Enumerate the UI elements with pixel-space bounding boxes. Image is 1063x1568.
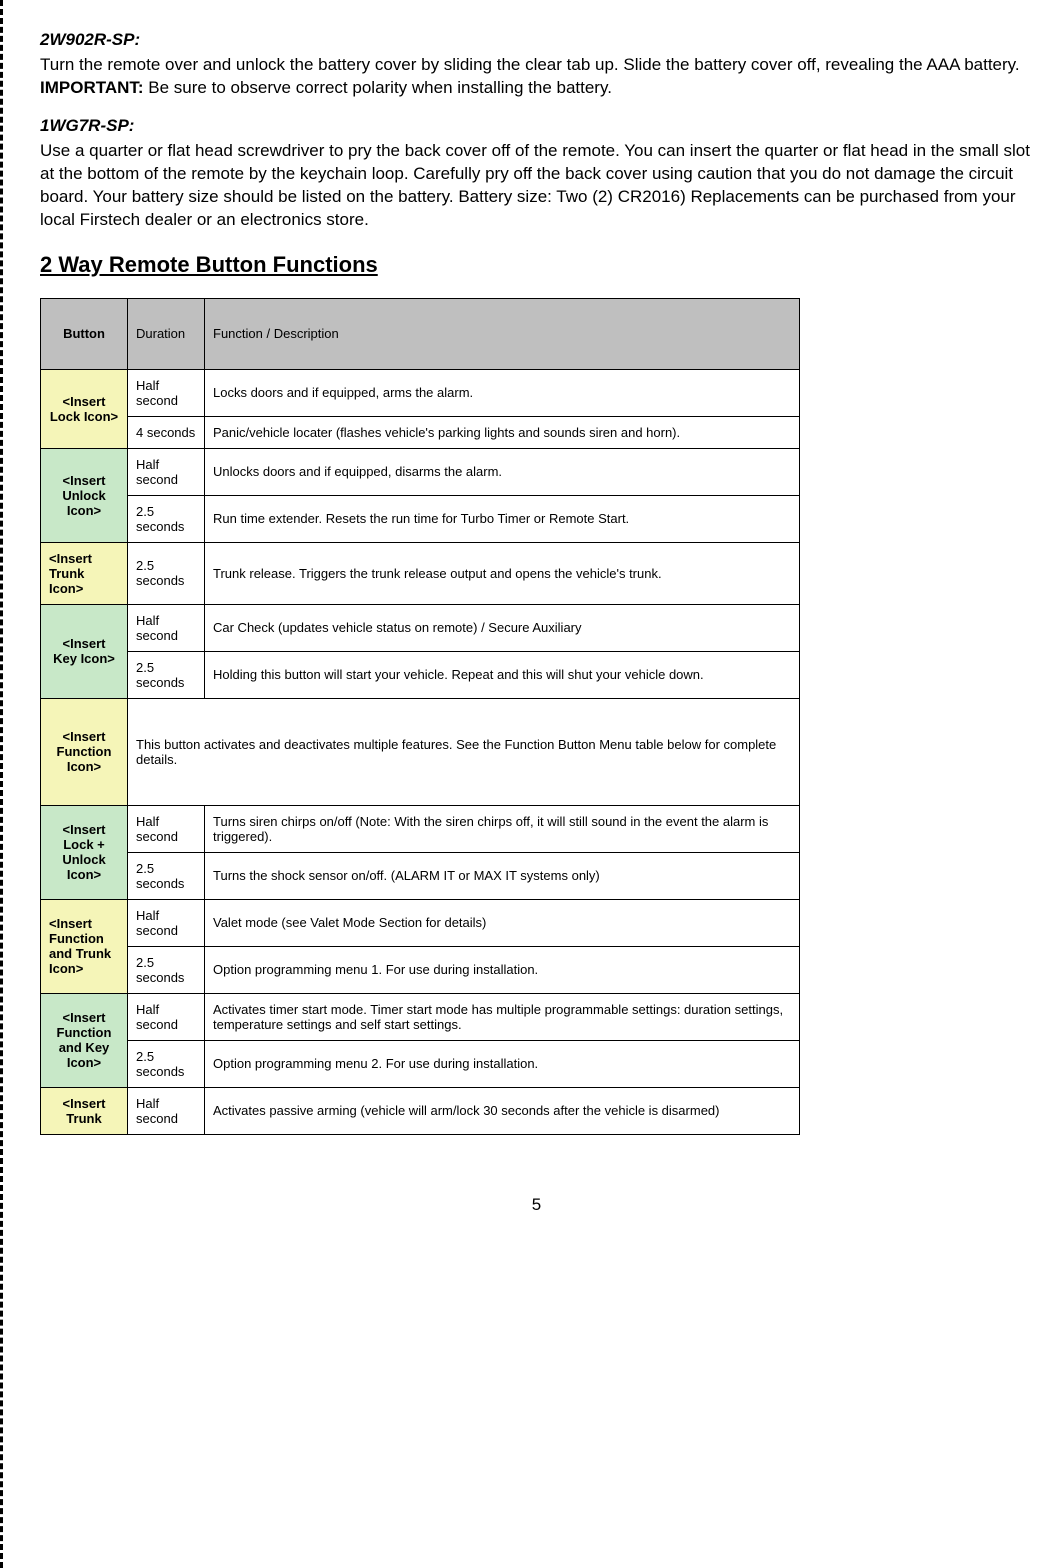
important-label: IMPORTANT: [40,78,144,97]
duration-cell: 2.5 seconds [128,495,205,542]
button-cell: <Insert Function Icon> [41,698,128,805]
table-row: <Insert Lock Icon>Half secondLocks doors… [41,369,800,416]
description-cell: Car Check (updates vehicle status on rem… [205,604,800,651]
duration-cell: 4 seconds [128,416,205,448]
description-cell: Activates timer start mode. Timer start … [205,993,800,1040]
section-1-text-pre: Turn the remote over and unlock the batt… [40,55,1020,74]
button-cell: <Insert Trunk [41,1087,128,1134]
description-cell: Unlocks doors and if equipped, disarms t… [205,448,800,495]
section-1-text-post: Be sure to observe correct polarity when… [144,78,612,97]
section-2-paragraph: Use a quarter or flat head screwdriver t… [40,140,1033,232]
description-cell: Panic/vehicle locater (flashes vehicle's… [205,416,800,448]
duration-cell: 2.5 seconds [128,946,205,993]
table-row: <Insert Unlock Icon>Half secondUnlocks d… [41,448,800,495]
button-functions-table: Button Duration Function / Description <… [40,298,800,1135]
table-row: 4 secondsPanic/vehicle locater (flashes … [41,416,800,448]
table-row: 2.5 secondsTurns the shock sensor on/off… [41,852,800,899]
page-left-dashed-border [0,0,3,1568]
duration-cell: 2.5 seconds [128,542,205,604]
description-cell: Locks doors and if equipped, arms the al… [205,369,800,416]
description-cell: Option programming menu 2. For use durin… [205,1040,800,1087]
description-cell: Turns the shock sensor on/off. (ALARM IT… [205,852,800,899]
table-row: <Insert Function Icon>This button activa… [41,698,800,805]
section-2-title: 1WG7R-SP: [40,116,1033,136]
duration-cell: Half second [128,1087,205,1134]
table-section-title: 2 Way Remote Button Functions [40,252,1033,278]
description-cell: This button activates and deactivates mu… [128,698,800,805]
table-row: <Insert Function and Trunk Icon>Half sec… [41,899,800,946]
description-cell: Option programming menu 1. For use durin… [205,946,800,993]
table-row: 2.5 secondsOption programming menu 1. Fo… [41,946,800,993]
button-cell: <Insert Key Icon> [41,604,128,698]
description-cell: Turns siren chirps on/off (Note: With th… [205,805,800,852]
section-1-title: 2W902R-SP: [40,30,1033,50]
page-number: 5 [40,1195,1033,1215]
table-row: <Insert Lock + Unlock Icon>Half secondTu… [41,805,800,852]
table-row: <Insert Key Icon>Half secondCar Check (u… [41,604,800,651]
duration-cell: Half second [128,993,205,1040]
col-function: Function / Description [205,298,800,369]
duration-cell: Half second [128,899,205,946]
button-cell: <Insert Trunk Icon> [41,542,128,604]
duration-cell: Half second [128,604,205,651]
duration-cell: Half second [128,448,205,495]
description-cell: Run time extender. Resets the run time f… [205,495,800,542]
description-cell: Trunk release. Triggers the trunk releas… [205,542,800,604]
table-row: <Insert Function and Key Icon>Half secon… [41,993,800,1040]
table-row: 2.5 secondsHolding this button will star… [41,651,800,698]
col-button: Button [41,298,128,369]
button-cell: <Insert Function and Key Icon> [41,993,128,1087]
section-1-paragraph: Turn the remote over and unlock the batt… [40,54,1033,100]
duration-cell: 2.5 seconds [128,651,205,698]
duration-cell: Half second [128,369,205,416]
table-row: 2.5 secondsOption programming menu 2. Fo… [41,1040,800,1087]
table-row: <Insert Trunk Icon>2.5 secondsTrunk rele… [41,542,800,604]
duration-cell: 2.5 seconds [128,852,205,899]
duration-cell: Half second [128,805,205,852]
description-cell: Holding this button will start your vehi… [205,651,800,698]
description-cell: Valet mode (see Valet Mode Section for d… [205,899,800,946]
button-cell: <Insert Lock + Unlock Icon> [41,805,128,899]
description-cell: Activates passive arming (vehicle will a… [205,1087,800,1134]
col-duration: Duration [128,298,205,369]
table-row: 2.5 secondsRun time extender. Resets the… [41,495,800,542]
table-header-row: Button Duration Function / Description [41,298,800,369]
button-cell: <Insert Unlock Icon> [41,448,128,542]
button-cell: <Insert Lock Icon> [41,369,128,448]
duration-cell: 2.5 seconds [128,1040,205,1087]
table-row: <Insert TrunkHalf secondActivates passiv… [41,1087,800,1134]
button-cell: <Insert Function and Trunk Icon> [41,899,128,993]
